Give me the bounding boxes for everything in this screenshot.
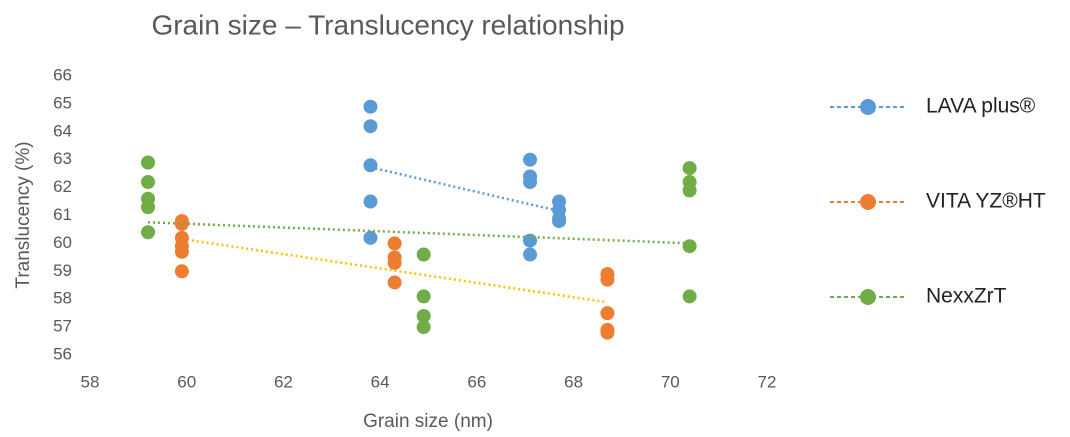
y-tick-label: 64 (53, 121, 72, 140)
legend-label: LAVA plus® (926, 95, 1036, 118)
data-point (141, 175, 156, 190)
data-point (682, 239, 697, 254)
legend-marker (860, 99, 876, 115)
y-tick-label: 58 (53, 289, 72, 308)
data-point (552, 214, 567, 229)
legend-marker (860, 289, 876, 305)
data-point (416, 289, 431, 304)
data-point (387, 236, 402, 251)
data-point (174, 216, 189, 231)
data-point (363, 230, 378, 245)
data-point (363, 119, 378, 134)
y-tick-label: 59 (53, 261, 72, 280)
data-point (682, 161, 697, 176)
data-point (600, 306, 615, 321)
data-point (682, 289, 697, 304)
y-tick-label: 56 (53, 344, 72, 363)
legend-marker (860, 194, 876, 210)
data-point (416, 320, 431, 335)
x-tick-label: 66 (467, 372, 486, 391)
data-point (600, 325, 615, 340)
data-point (523, 233, 538, 248)
x-axis-label: Grain size (nm) (363, 411, 493, 432)
data-point (523, 247, 538, 262)
data-point (416, 308, 431, 323)
data-point (174, 244, 189, 259)
data-point (416, 247, 431, 262)
x-tick-label: 60 (177, 372, 196, 391)
legend-label: NexxZrT (926, 285, 1007, 308)
y-tick-label: 62 (53, 177, 72, 196)
y-axis-label: Translucency (%) (13, 141, 34, 288)
legend-label: VITA YZ®HT (926, 190, 1046, 213)
data-point (523, 175, 538, 190)
trendline (181, 237, 608, 304)
data-point (363, 158, 378, 173)
data-point (387, 275, 402, 290)
data-point (363, 194, 378, 209)
y-tick-label: 63 (53, 149, 72, 168)
y-tick-label: 60 (53, 233, 72, 252)
chart-title: Grain size – Translucency relationship (151, 9, 624, 40)
data-point (174, 264, 189, 279)
data-point (363, 99, 378, 114)
data-point (600, 272, 615, 287)
data-point (141, 200, 156, 215)
x-tick-label: 58 (81, 372, 100, 391)
y-tick-label: 57 (53, 317, 72, 336)
x-tick-label: 70 (661, 372, 680, 391)
x-tick-label: 72 (758, 372, 777, 391)
x-tick-label: 62 (274, 372, 293, 391)
y-tick-label: 66 (53, 65, 72, 84)
trendline (370, 166, 560, 213)
data-point (523, 152, 538, 167)
data-point (141, 225, 156, 240)
trendline (147, 221, 690, 245)
x-tick-label: 68 (564, 372, 583, 391)
x-tick-label: 64 (371, 372, 390, 391)
data-point (387, 255, 402, 270)
data-point (682, 183, 697, 198)
data-point (141, 155, 156, 170)
y-tick-label: 61 (53, 205, 72, 224)
y-tick-label: 65 (53, 93, 72, 112)
